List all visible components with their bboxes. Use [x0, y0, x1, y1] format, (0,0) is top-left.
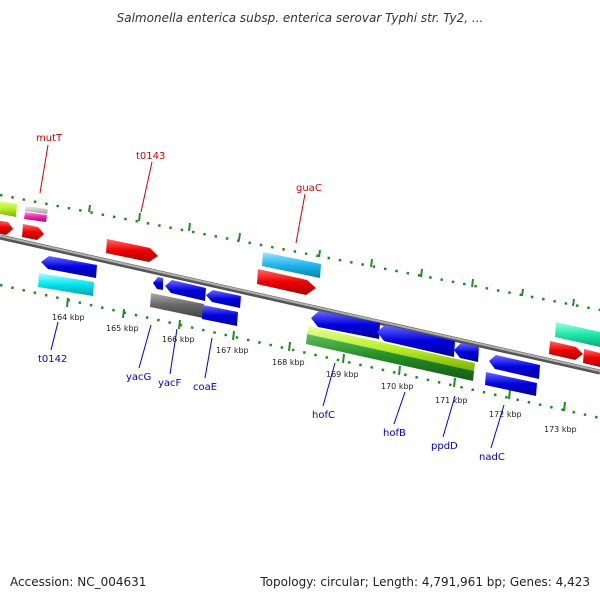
gene-feature[interactable] [485, 372, 537, 396]
gene-feature[interactable] [377, 325, 455, 357]
forward-gene-labels: mutT t0143 guaC [36, 133, 322, 194]
topology-text: Topology: circular; Length: 4,791,961 bp… [260, 575, 590, 589]
scale-label-165: 165 kbp [106, 324, 139, 333]
gene-feature[interactable] [165, 280, 206, 301]
gene-feature[interactable] [38, 273, 94, 296]
gene-label-t0143[interactable]: t0143 [136, 151, 165, 162]
gene-feature[interactable] [206, 290, 241, 308]
gene-label-yacG[interactable]: yacG [126, 372, 151, 383]
gene-feature[interactable] [22, 224, 44, 240]
reverse-features [38, 256, 540, 396]
genome-backbone [0, 234, 600, 375]
gene-feature[interactable] [583, 349, 600, 367]
gene-feature[interactable] [0, 220, 13, 235]
gene-feature[interactable] [262, 252, 321, 278]
gene-feature[interactable] [150, 293, 204, 318]
forward-features [0, 200, 600, 367]
gene-label-coaE[interactable]: coaE [193, 382, 217, 393]
scale-label-171: 171 kbp [435, 396, 468, 405]
gene-feature[interactable] [153, 277, 163, 290]
scale-label-164: 164 kbp [52, 313, 85, 322]
scale-label-170: 170 kbp [381, 382, 414, 391]
gene-feature[interactable] [555, 322, 600, 347]
forward-label-leaders [39, 144, 306, 244]
gene-label-hofB[interactable]: hofB [383, 428, 406, 439]
reverse-scale-ticks [66, 297, 566, 412]
scale-label-168: 168 kbp [272, 358, 305, 367]
gene-label-ppdD[interactable]: ppdD [431, 441, 458, 452]
gene-feature[interactable] [311, 311, 380, 339]
gene-label-guaC[interactable]: guaC [296, 183, 322, 194]
gene-label-yacF[interactable]: yacF [158, 378, 182, 389]
scale-label-169: 169 kbp [326, 370, 359, 379]
gene-feature[interactable] [202, 305, 238, 326]
gene-label-hofC[interactable]: hofC [312, 410, 335, 421]
map-title: Salmonella enterica subsp. enterica sero… [116, 11, 484, 25]
forward-scale-ticks [88, 204, 575, 307]
gene-feature[interactable] [307, 326, 475, 371]
gene-feature[interactable] [41, 256, 97, 278]
scale-labels: 164 kbp 165 kbp 166 kbp 167 kbp 168 kbp … [52, 313, 577, 434]
gene-label-t0142[interactable]: t0142 [38, 354, 67, 365]
scale-label-172: 172 kbp [489, 410, 522, 419]
scale-label-167: 167 kbp [216, 346, 249, 355]
scale-label-166: 166 kbp [162, 335, 195, 344]
gene-feature[interactable] [489, 355, 540, 379]
gene-feature[interactable] [106, 239, 158, 262]
reverse-gene-labels: t0142 yacG yacF coaE hofC hofB ppdD nadC [38, 354, 505, 463]
gene-feature[interactable] [24, 212, 47, 222]
gene-feature[interactable] [549, 341, 583, 360]
gene-label-mutT[interactable]: mutT [36, 133, 63, 144]
gene-label-nadC[interactable]: nadC [479, 452, 505, 463]
gene-feature[interactable] [257, 269, 316, 295]
reverse-label-leaders [50, 321, 505, 449]
scale-label-173: 173 kbp [544, 425, 577, 434]
gene-feature[interactable] [0, 200, 17, 217]
accession-text: Accession: NC_004631 [10, 575, 147, 589]
gene-feature[interactable] [25, 206, 48, 214]
gene-feature[interactable] [306, 334, 474, 381]
gene-feature[interactable] [454, 343, 479, 362]
